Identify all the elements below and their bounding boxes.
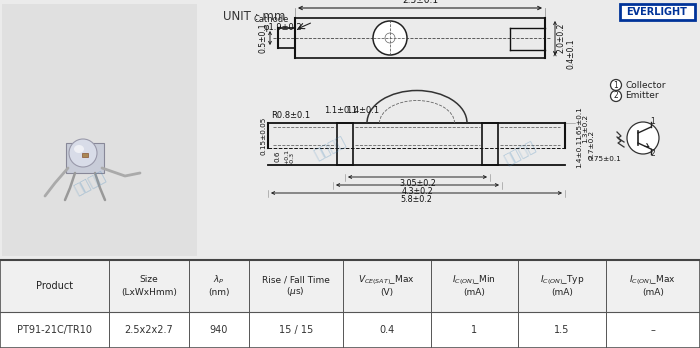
Text: (V): (V) — [380, 287, 393, 296]
Text: Size: Size — [139, 276, 158, 285]
Text: 0.4±0.1: 0.4±0.1 — [567, 39, 576, 69]
Text: 2.5x2x2.7: 2.5x2x2.7 — [125, 325, 173, 335]
Bar — [0, 260, 700, 348]
Text: 1.3±0.2: 1.3±0.2 — [582, 113, 588, 143]
Text: 1: 1 — [650, 118, 655, 127]
Text: $V_{CE(SAT)}$_Max: $V_{CE(SAT)}$_Max — [358, 273, 415, 287]
Text: 5.8±0.2: 5.8±0.2 — [400, 195, 433, 204]
Bar — [0, 260, 700, 348]
Text: 1.5: 1.5 — [554, 325, 569, 335]
Text: EVERLIGHT: EVERLIGHT — [626, 7, 687, 17]
Bar — [0, 0, 700, 260]
Text: 1.4±0.1: 1.4±0.1 — [346, 106, 379, 115]
Text: 2: 2 — [650, 150, 655, 158]
Ellipse shape — [74, 145, 84, 153]
Bar — [66, 143, 104, 173]
Text: –: – — [650, 325, 655, 335]
Text: 0.15±0.05: 0.15±0.05 — [260, 116, 266, 155]
Text: (nm): (nm) — [208, 287, 230, 296]
Text: 1.1±0.1: 1.1±0.1 — [324, 106, 358, 115]
Text: 2: 2 — [614, 92, 618, 101]
Text: ($\mu$s): ($\mu$s) — [286, 285, 305, 299]
Text: 3.05±0.2: 3.05±0.2 — [399, 179, 436, 188]
Text: 2.0±0.2: 2.0±0.2 — [557, 23, 566, 53]
Text: 2.5±0.1: 2.5±0.1 — [402, 0, 438, 5]
Text: (mA): (mA) — [642, 287, 664, 296]
Text: Emitter: Emitter — [625, 92, 659, 101]
Circle shape — [373, 21, 407, 55]
Text: 超毵电子: 超毵电子 — [312, 134, 348, 162]
Bar — [2, 4, 197, 256]
Text: 2.7±0.2: 2.7±0.2 — [588, 129, 594, 159]
Text: Collector: Collector — [625, 80, 666, 89]
Text: $I_{C(ON)}$_Min: $I_{C(ON)}$_Min — [452, 273, 496, 287]
Text: 1: 1 — [471, 325, 477, 335]
Text: +0.1
-0.3: +0.1 -0.3 — [284, 149, 295, 164]
Text: Rise / Fall Time: Rise / Fall Time — [262, 276, 330, 285]
Text: (mA): (mA) — [551, 287, 573, 296]
Ellipse shape — [69, 139, 97, 167]
Bar — [620, 4, 695, 20]
Text: UNIT : mm: UNIT : mm — [223, 10, 286, 23]
Text: 1.4±0.1: 1.4±0.1 — [576, 139, 582, 168]
Bar — [82, 153, 88, 157]
Text: 1.65±0.1: 1.65±0.1 — [576, 106, 582, 140]
Circle shape — [610, 79, 622, 90]
Bar — [0, 260, 700, 312]
Text: PT91-21C/TR10: PT91-21C/TR10 — [17, 325, 92, 335]
Text: Cathode: Cathode — [253, 16, 288, 24]
Text: 940: 940 — [209, 325, 228, 335]
Text: (mA): (mA) — [463, 287, 485, 296]
Text: φ1.9±0.2: φ1.9±0.2 — [263, 24, 302, 32]
Text: 超毵电子: 超毵电子 — [502, 139, 538, 167]
Text: 1: 1 — [614, 80, 618, 89]
Text: 0.5±0.1: 0.5±0.1 — [259, 23, 268, 53]
Text: R0.8±0.1: R0.8±0.1 — [271, 111, 310, 119]
Circle shape — [610, 90, 622, 102]
Text: 0.75±0.1: 0.75±0.1 — [587, 156, 621, 162]
Text: 0.6: 0.6 — [274, 151, 280, 162]
Text: Product: Product — [36, 281, 73, 291]
Text: 15 / 15: 15 / 15 — [279, 325, 313, 335]
Text: $I_{C(ON)}$_Typ: $I_{C(ON)}$_Typ — [540, 273, 584, 287]
Text: 超毵电子: 超毵电子 — [72, 169, 108, 197]
Text: $\lambda_P$: $\lambda_P$ — [213, 274, 225, 286]
Text: $I_{C(ON)}$_Max: $I_{C(ON)}$_Max — [629, 273, 676, 287]
Circle shape — [627, 122, 659, 154]
Text: (LxWxHmm): (LxWxHmm) — [121, 287, 176, 296]
Text: 4.3±0.2: 4.3±0.2 — [402, 187, 433, 196]
Text: 0.4: 0.4 — [379, 325, 394, 335]
